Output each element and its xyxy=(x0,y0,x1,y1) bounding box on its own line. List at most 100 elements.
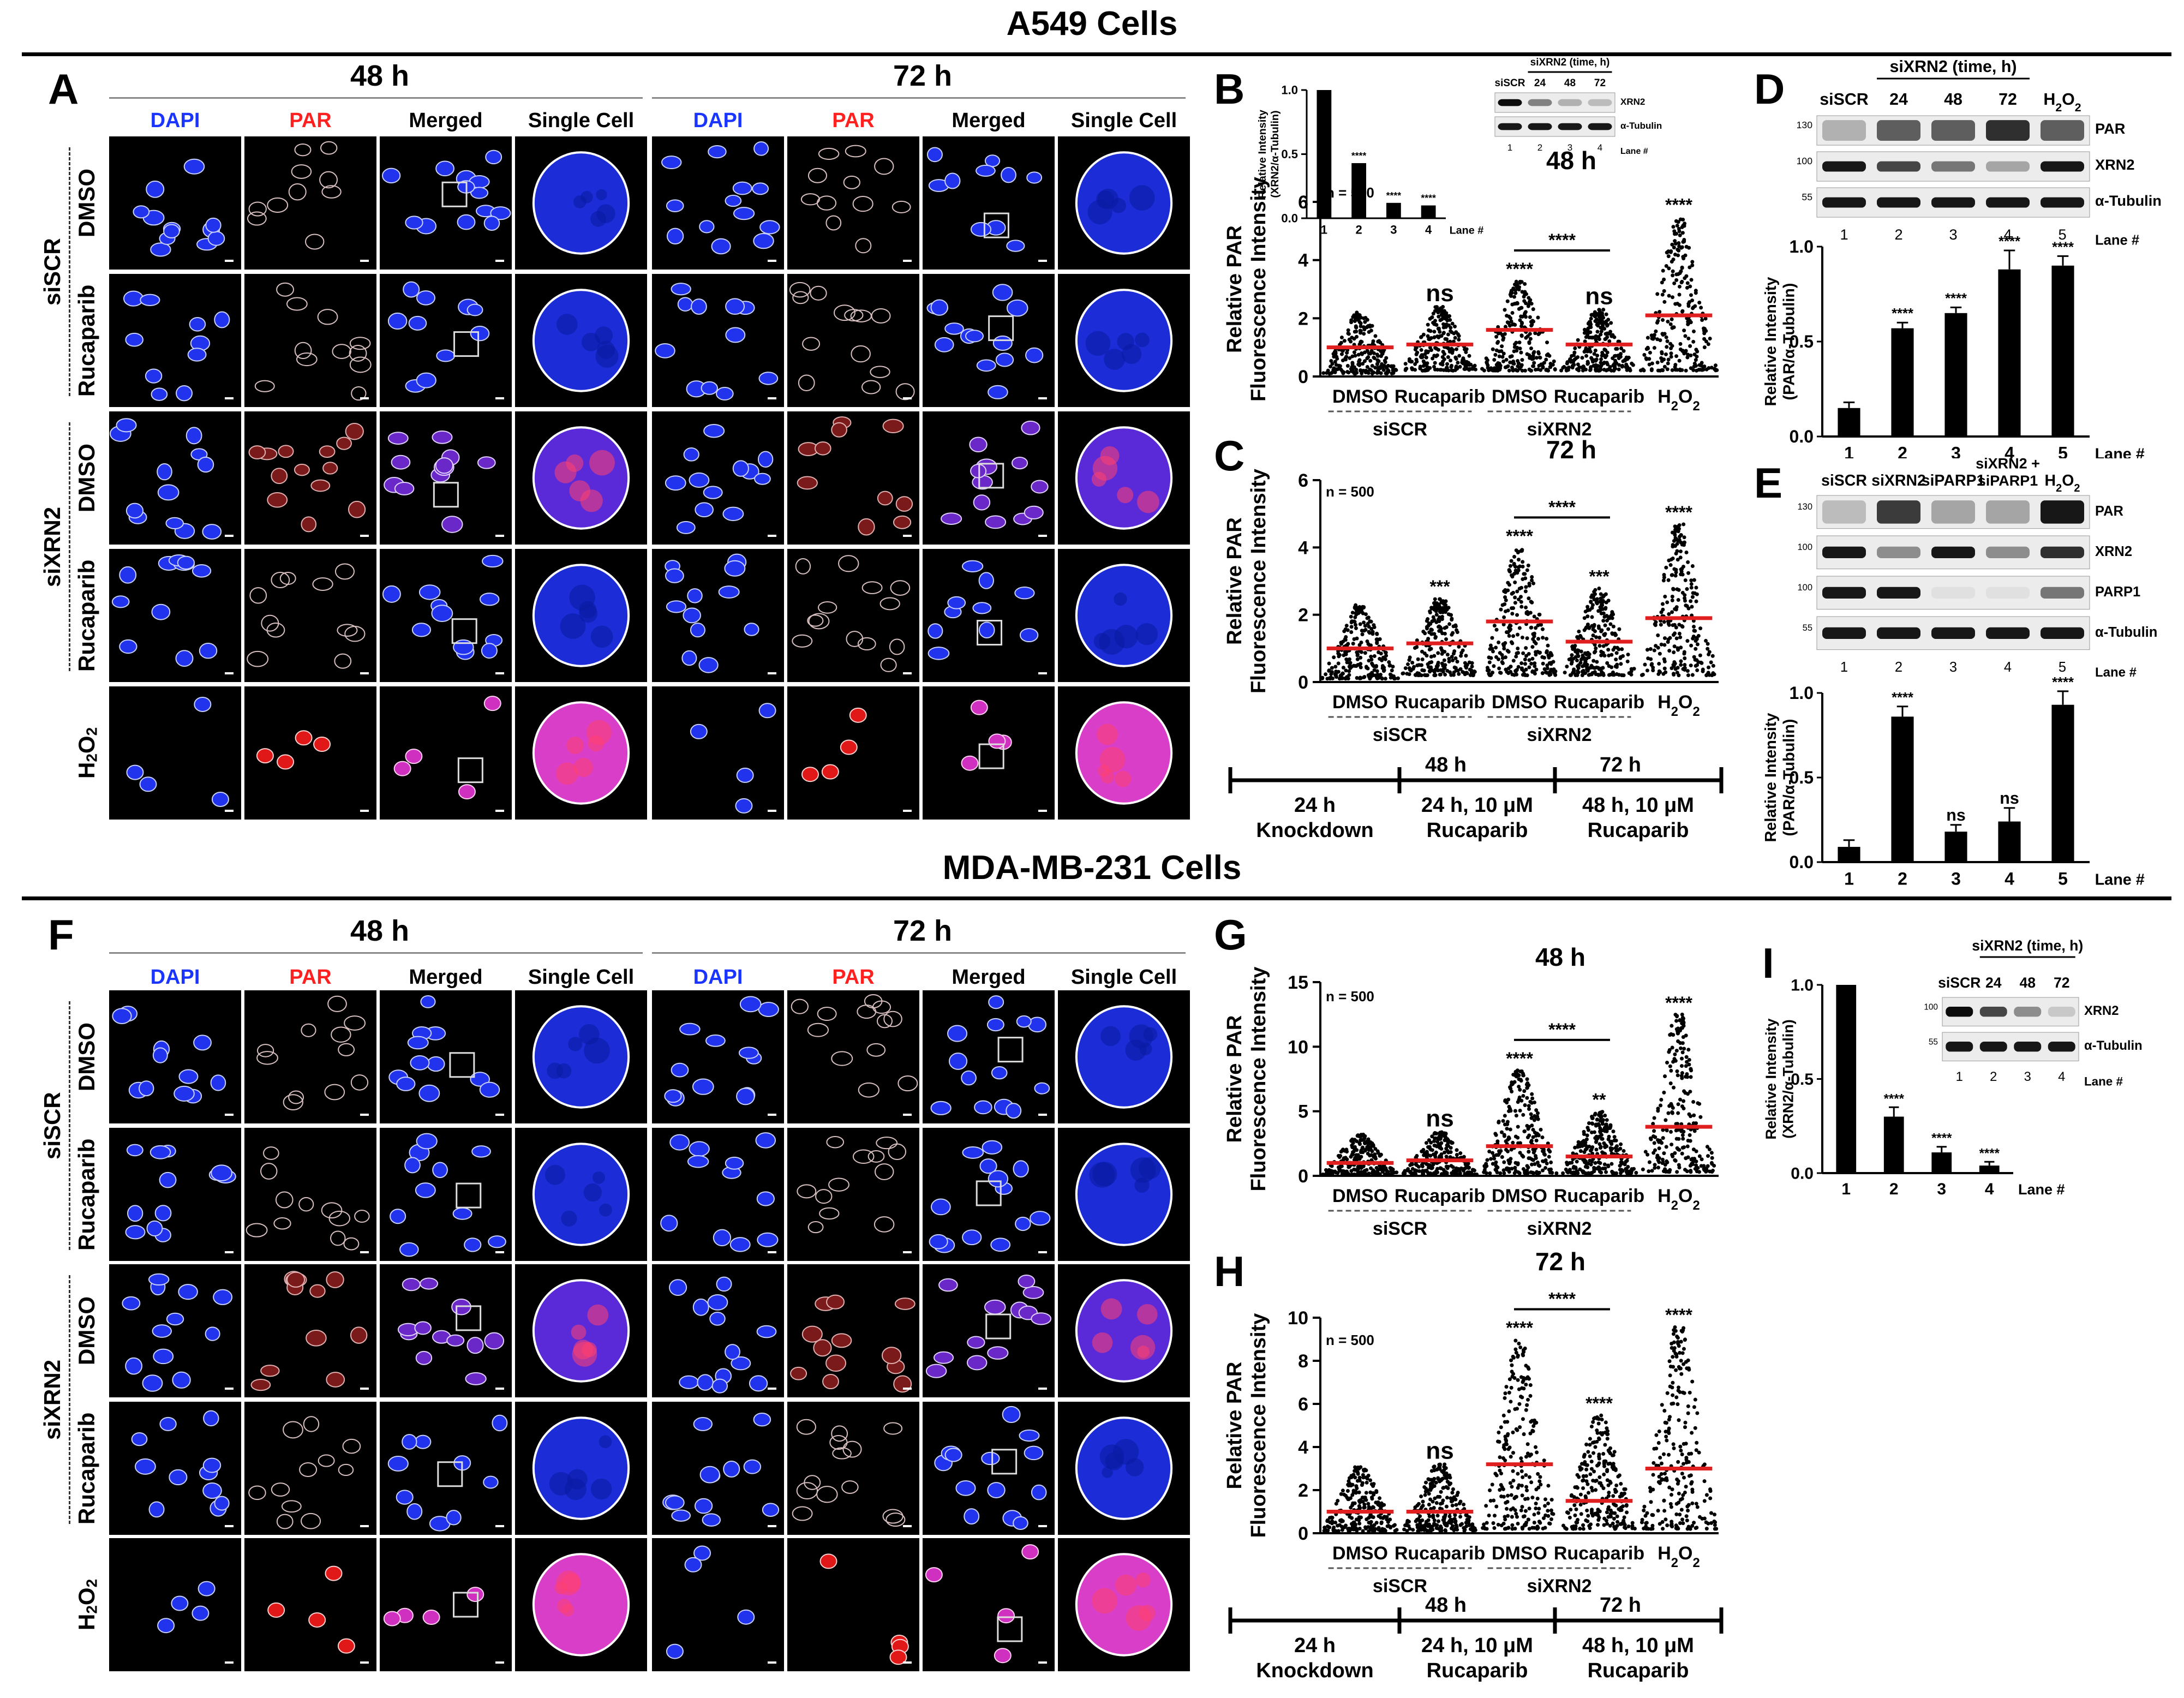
micrograph-tile xyxy=(380,686,512,820)
data-point xyxy=(1692,625,1696,629)
data-point xyxy=(1588,368,1592,372)
data-point xyxy=(1502,1171,1506,1175)
data-point xyxy=(1594,635,1599,639)
scale-bar xyxy=(1038,1525,1047,1527)
data-point xyxy=(1693,629,1697,633)
data-point xyxy=(1667,266,1671,271)
cell-nucleus xyxy=(276,1514,294,1529)
data-point xyxy=(1515,571,1519,575)
data-point xyxy=(1450,617,1454,621)
data-point xyxy=(1507,629,1512,633)
data-point xyxy=(1509,316,1513,320)
cell-nucleus xyxy=(146,1220,163,1237)
data-point xyxy=(1673,524,1677,529)
data-point xyxy=(1710,1170,1714,1174)
y-axis-label: Relative PAR xyxy=(1223,225,1246,353)
data-point xyxy=(1575,1171,1579,1175)
data-point xyxy=(1529,1140,1533,1144)
cell-nucleus xyxy=(172,1371,191,1389)
data-point xyxy=(1674,1019,1679,1023)
scale-bar xyxy=(768,1388,776,1390)
data-point xyxy=(1413,347,1417,351)
cell-nucleus xyxy=(737,1609,755,1625)
scale-bar xyxy=(1038,672,1047,674)
data-point xyxy=(1416,657,1420,661)
data-point xyxy=(1443,649,1447,654)
cell-nucleus xyxy=(390,1209,406,1224)
scale-bar xyxy=(360,1251,369,1253)
cell-nucleus xyxy=(322,462,338,475)
cell-nucleus xyxy=(666,228,684,245)
x-category-label: DMSO xyxy=(1492,692,1547,713)
data-point xyxy=(1487,1149,1492,1153)
data-point xyxy=(1676,1111,1680,1115)
data-point xyxy=(1545,1161,1549,1165)
nuclear-texture xyxy=(587,1304,609,1326)
data-point xyxy=(1531,1128,1535,1132)
nucleus-closeup xyxy=(1075,1279,1173,1383)
cell-nucleus xyxy=(725,194,742,207)
data-point xyxy=(1329,675,1333,680)
data-point xyxy=(1602,1162,1607,1167)
nuclear-texture xyxy=(1136,491,1159,513)
data-point xyxy=(1685,639,1690,643)
n-label: n = 500 xyxy=(1326,184,1374,201)
data-point xyxy=(1517,626,1522,630)
data-point xyxy=(1410,1162,1414,1167)
data-point xyxy=(1707,1147,1712,1152)
data-point xyxy=(1698,653,1702,657)
blot-band xyxy=(1986,587,2030,599)
data-point xyxy=(1371,673,1375,678)
cell-nucleus xyxy=(879,597,900,611)
data-point xyxy=(1349,614,1353,619)
nuclear-texture xyxy=(566,737,584,755)
data-point xyxy=(1359,368,1363,372)
bar xyxy=(1317,90,1332,218)
micrograph-tile xyxy=(787,990,919,1123)
cell-nucleus xyxy=(807,168,828,183)
x-category-label: H2O2 xyxy=(1658,692,1700,719)
cell-nucleus xyxy=(931,1198,951,1216)
cell-nucleus xyxy=(705,1034,726,1047)
data-point xyxy=(1344,355,1349,359)
data-point xyxy=(1594,672,1598,677)
scale-bar xyxy=(495,672,504,674)
cell-nucleus xyxy=(276,282,294,297)
data-point xyxy=(1414,1162,1418,1167)
cell-nucleus xyxy=(336,437,352,450)
cell-nucleus xyxy=(119,566,137,584)
group-dashed-divider xyxy=(69,1275,70,1524)
cell-nucleus xyxy=(881,1347,902,1365)
data-point xyxy=(1675,1170,1679,1174)
tile-image xyxy=(532,289,630,392)
timeline-segment-label: Rucaparib xyxy=(1588,819,1689,842)
data-point xyxy=(1608,1125,1613,1129)
cell-nucleus xyxy=(477,456,496,469)
cell-nucleus xyxy=(758,372,779,385)
data-point xyxy=(1516,647,1520,651)
cell-nucleus xyxy=(792,634,813,648)
scale-bar xyxy=(768,1251,776,1253)
data-point xyxy=(1501,351,1506,356)
cell-nucleus xyxy=(275,1191,294,1209)
micrograph-tile xyxy=(923,274,1055,407)
tile-image xyxy=(131,1410,234,1527)
data-point xyxy=(1357,605,1362,609)
cell-nucleus xyxy=(283,1094,303,1110)
scale-bar xyxy=(495,260,504,262)
cell-nucleus xyxy=(291,164,312,179)
cell-nucleus xyxy=(978,621,995,639)
cell-nucleus xyxy=(452,1207,472,1220)
micrograph-tile xyxy=(244,1538,376,1671)
data-point xyxy=(1613,354,1618,358)
cell-nucleus xyxy=(660,1215,678,1232)
cell-nucleus xyxy=(842,1440,862,1458)
data-point xyxy=(1415,671,1420,675)
data-point xyxy=(1590,603,1595,607)
data-point xyxy=(1536,1117,1540,1121)
data-point xyxy=(1521,1093,1525,1098)
tile-image xyxy=(532,564,630,667)
cell-nucleus xyxy=(897,1075,918,1092)
data-point xyxy=(1367,1171,1371,1176)
